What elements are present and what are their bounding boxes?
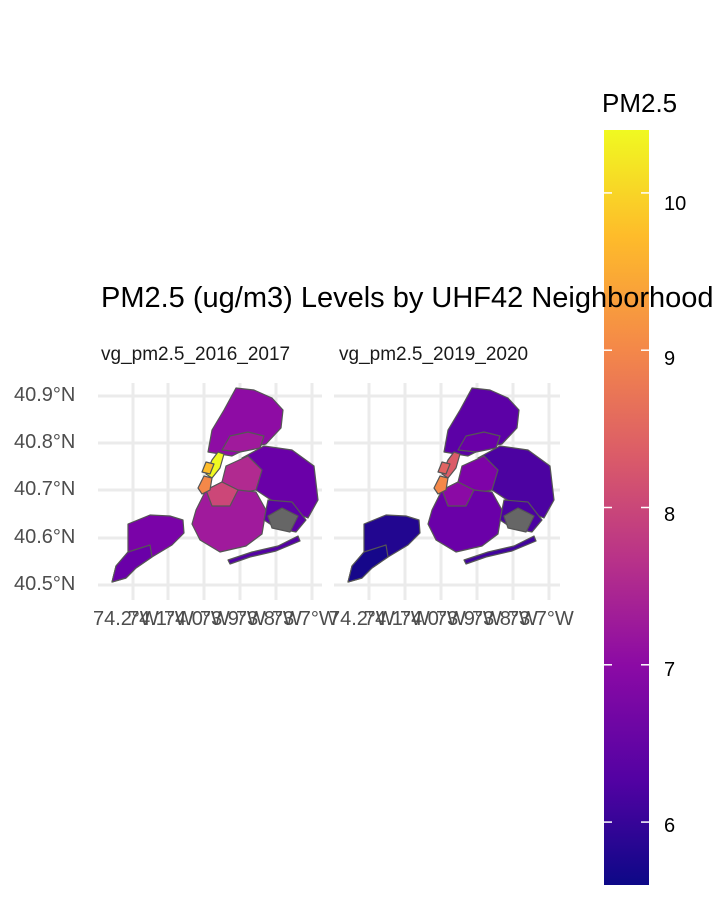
x-tick-label: 74.2°W	[329, 608, 395, 630]
brooklyn-north	[205, 481, 239, 507]
y-tick-label: 40.8°N	[14, 431, 76, 453]
bronx-south	[221, 431, 265, 453]
x-tick-label: 73.7°W	[508, 608, 574, 630]
y-tick-label: 40.6°N	[14, 526, 76, 548]
x-tick-label: 74.0°W	[164, 608, 230, 630]
jfk-airport	[267, 507, 299, 533]
legend-tick-label: 9	[664, 348, 676, 370]
panel-2-map	[347, 387, 555, 583]
legend-tick-label: 10	[664, 193, 687, 215]
queens-region	[241, 445, 319, 519]
brooklyn-north	[441, 481, 475, 507]
x-tick-label: 74.2°W	[93, 608, 159, 630]
rockaway-strip	[227, 535, 301, 565]
x-tick-label: 73.8°W	[236, 608, 302, 630]
legend-tick-label: 6	[664, 815, 676, 837]
x-tick-label: 73.7°W	[272, 608, 338, 630]
x-tick-label: 74.1°W	[128, 608, 194, 630]
legend-tick-label: 7	[664, 659, 676, 681]
panel-1-strip-label: vg_pm2.5_2016_2017	[101, 344, 291, 365]
manhattan-midtown	[201, 461, 215, 475]
manhattan-lower	[433, 475, 449, 495]
legend-title: PM2.5	[602, 88, 678, 118]
y-tick-label: 40.5°N	[14, 573, 76, 595]
x-tick-label: 73.8°W	[472, 608, 538, 630]
panel-1-map	[111, 387, 319, 583]
x-tick-label: 74.1°W	[364, 608, 430, 630]
legend-tick-label: 8	[664, 504, 676, 526]
manhattan-midtown	[437, 461, 451, 475]
y-tick-label: 40.7°N	[14, 478, 76, 500]
chart-title: PM2.5 (ug/m3) Levels by UHF42 Neighborho…	[101, 282, 714, 314]
jfk-airport	[503, 507, 535, 533]
manhattan-lower	[197, 475, 213, 495]
rockaway-strip	[463, 535, 537, 565]
x-tick-label: 74.0°W	[400, 608, 466, 630]
queens-region	[477, 445, 555, 519]
x-tick-label: 73.9°W	[200, 608, 266, 630]
y-tick-label: 40.9°N	[14, 384, 76, 406]
x-tick-label: 73.9°W	[436, 608, 502, 630]
staten-island-south	[347, 544, 389, 583]
staten-island-south	[111, 544, 153, 583]
bronx-south	[457, 431, 501, 453]
panel-2-strip-label: vg_pm2.5_2019_2020	[339, 344, 529, 365]
colorbar-ticks	[604, 192, 649, 823]
